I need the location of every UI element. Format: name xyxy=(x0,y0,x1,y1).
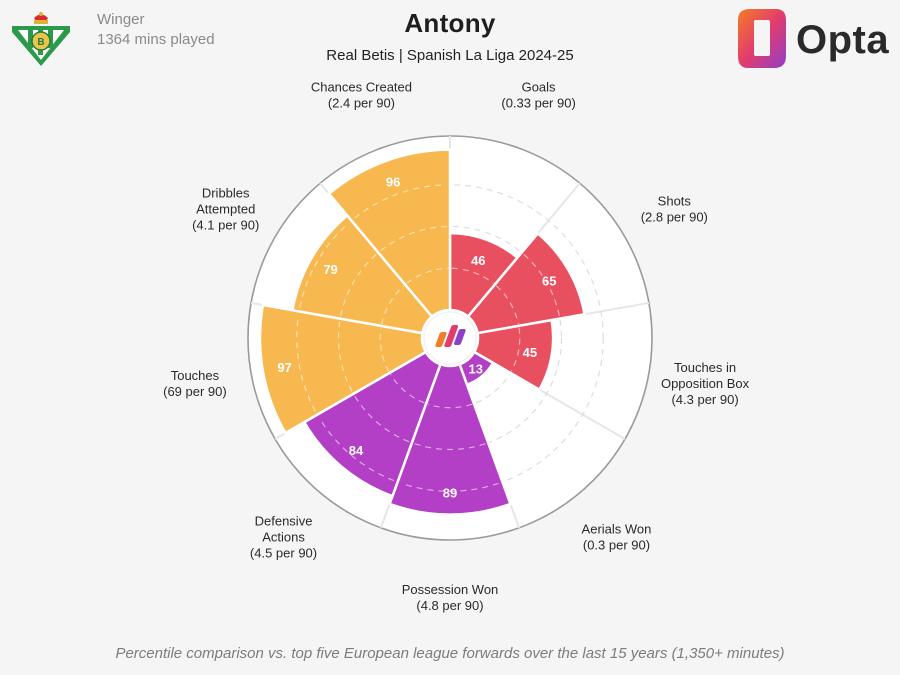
radar-bar xyxy=(472,318,555,392)
radar-bar-guide xyxy=(451,267,494,284)
radar-metric-per90: (4.8 per 90) xyxy=(416,598,483,613)
radar-bar-guide xyxy=(427,403,473,409)
radar-metric-name: Touches xyxy=(171,368,220,383)
radar-metric-per90: (4.5 per 90) xyxy=(250,545,317,560)
radar-metric-per90: (4.1 per 90) xyxy=(192,218,259,233)
radar-bar-guide xyxy=(340,254,377,316)
radar-bar-value: 45 xyxy=(523,345,537,360)
radar-bar-value: 84 xyxy=(349,443,364,458)
svg-text:B: B xyxy=(37,37,44,48)
radar-metric-per90: (2.4 per 90) xyxy=(328,96,395,111)
radar-bar-guide xyxy=(414,443,486,451)
radar-bar-value: 79 xyxy=(323,262,337,277)
radar-metric-per90: (0.3 per 90) xyxy=(583,537,650,552)
radar-metric-label: Touches(69 per 90) xyxy=(163,368,227,399)
radar-metric-name: Possession Won xyxy=(402,582,499,597)
player-meta: Winger 1364 mins played xyxy=(97,10,215,50)
radar-bar-value: 97 xyxy=(277,360,291,375)
radar-bar-value: 65 xyxy=(542,274,556,289)
opta-logo-icon xyxy=(738,9,786,68)
radar-metric-label: Goals(0.33 per 90) xyxy=(501,80,575,111)
radar-metric-name: Touches in xyxy=(674,360,736,375)
radar-bar-guide xyxy=(495,285,519,325)
title-block: Antony Real Betis | Spanish La Liga 2024… xyxy=(0,8,900,64)
real-betis-crest-icon: B xyxy=(12,12,70,66)
radar-bar-guide xyxy=(390,374,425,404)
radar-metric-per90: (0.33 per 90) xyxy=(501,96,575,111)
radar-bar xyxy=(302,350,443,498)
radar-metric-per90: (69 per 90) xyxy=(163,384,227,399)
radar-metric-name: Dribbles xyxy=(202,186,250,201)
radar-metric-name: Opposition Box xyxy=(661,376,750,391)
radar-bar-guide xyxy=(406,267,449,284)
radar-metric-label: Aerials Won(0.3 per 90) xyxy=(582,521,652,552)
radar-bar-guide xyxy=(523,254,560,316)
radar-metric-name: Defensive xyxy=(255,513,313,528)
page-title: Antony xyxy=(404,8,496,38)
radar-grid-ring xyxy=(296,184,604,492)
radar-bar-guide xyxy=(354,395,410,443)
radar-bar-guide xyxy=(354,184,447,219)
radar-metric-name: Shots xyxy=(658,194,692,209)
radar-bar xyxy=(387,362,513,516)
radar-bar-guide xyxy=(381,285,405,325)
radar-bar-value: 13 xyxy=(468,362,482,377)
radar-bar-guide xyxy=(337,321,353,392)
brand-mark-icon xyxy=(435,325,466,347)
radar-metric-name: Chances Created xyxy=(311,80,412,95)
radar-bar-guide xyxy=(380,225,448,252)
radar-bar-guide xyxy=(401,482,499,492)
radar-bar-guide xyxy=(510,327,521,372)
opta-wordmark: Opta xyxy=(796,18,890,62)
footer-note: Percentile comparison vs. top five Europ… xyxy=(115,645,785,662)
radar-metric-label: Shots(2.8 per 90) xyxy=(641,194,708,225)
radar-bar-guide xyxy=(379,327,390,372)
radar-metric-label: Possession Won(4.8 per 90) xyxy=(402,582,499,613)
radar-bar-value: 46 xyxy=(471,253,485,268)
radar-metric-label: Chances Created(2.4 per 90) xyxy=(311,80,412,111)
radar-metric-per90: (2.8 per 90) xyxy=(641,210,708,225)
radar-grid-ring xyxy=(337,225,563,451)
player-position: Winger xyxy=(97,11,145,28)
radar-metric-name: Goals xyxy=(522,80,556,95)
page-subtitle: Real Betis | Spanish La Liga 2024-25 xyxy=(326,47,574,64)
radar-bar xyxy=(466,231,586,335)
player-minutes: 1364 mins played xyxy=(97,31,215,48)
radar-metric-per90: (4.3 per 90) xyxy=(671,392,738,407)
radar-bar-guide xyxy=(296,315,316,412)
radar-metric-name: Actions xyxy=(262,529,305,544)
radar-metric-name: Aerials Won xyxy=(582,521,652,536)
radar-bar xyxy=(291,213,434,335)
radar-bar-value: 96 xyxy=(386,175,400,190)
radar-bar-guide xyxy=(299,222,349,308)
radar-bar-value: 89 xyxy=(443,486,457,501)
radar-metric-name: Attempted xyxy=(196,202,255,217)
opta-logo: Opta xyxy=(732,6,892,72)
radar-bar-guide xyxy=(318,417,395,482)
